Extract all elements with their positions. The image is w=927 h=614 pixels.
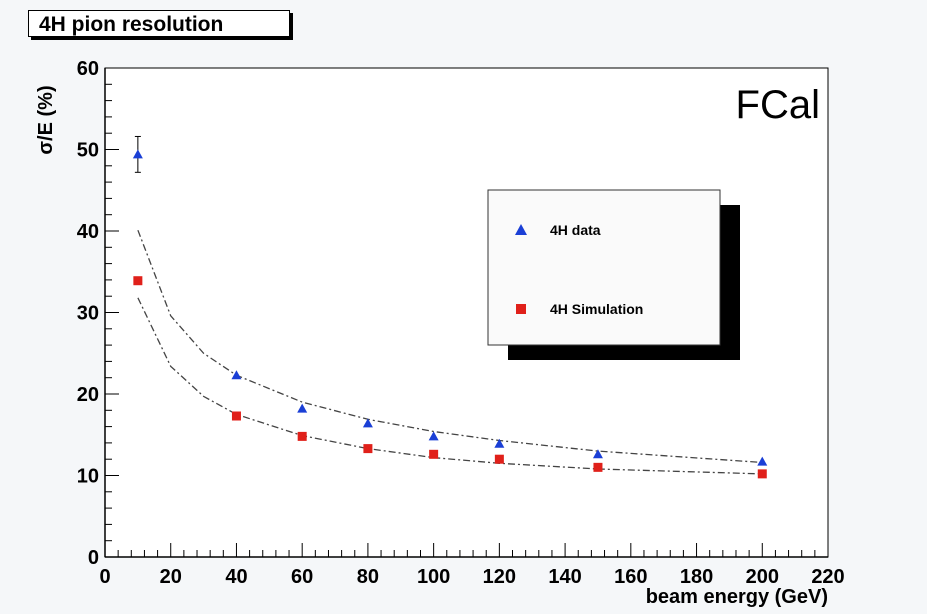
simulation-point-square: [494, 454, 504, 464]
fit-curve: [137, 229, 763, 464]
x-axis-title: beam energy (GeV): [646, 586, 828, 608]
chart-title-box: 4H pion resolution: [28, 10, 290, 37]
simulation-point-square: [757, 469, 767, 479]
data-point-triangle: [757, 456, 768, 466]
x-tick-label: 180: [680, 566, 713, 588]
legend: 4H data 4H Simulation: [487, 189, 740, 360]
x-tick-label: 40: [225, 566, 247, 588]
legend-square-marker: [516, 304, 526, 314]
x-tick-label: 100: [417, 566, 450, 588]
data-point-triangle: [362, 418, 373, 428]
simulation-point-square: [133, 276, 143, 286]
x-tick-label: 120: [483, 566, 516, 588]
x-tick-label: 20: [160, 566, 182, 588]
legend-box: [487, 189, 721, 346]
simulation-point-square: [297, 431, 307, 441]
y-tick-label: 30: [77, 303, 99, 325]
y-tick-label: 20: [77, 384, 99, 406]
axes: 0 20 40 60 80 100 120 140 160 180 200 220 0 10 20 30 40 5…: [77, 58, 845, 588]
detector-label: FCal: [736, 83, 820, 127]
chart-title: 4H pion resolution: [39, 13, 224, 36]
x-tick-label: 140: [548, 566, 581, 588]
data-point-triangle: [592, 449, 603, 459]
y-tick-label: 10: [77, 466, 99, 488]
x-tick-label: 220: [811, 566, 844, 588]
fit-curves: [137, 229, 763, 475]
x-tick-label: 60: [291, 566, 313, 588]
data-point-triangle: [132, 149, 143, 159]
legend-triangle-marker: [515, 224, 527, 235]
data-point-triangle: [297, 403, 308, 413]
y-axis-title: σ/E (%): [35, 85, 57, 154]
y-tick-label: 40: [77, 221, 99, 243]
simulation-point-square: [593, 462, 603, 472]
simulation-point-square: [363, 444, 373, 454]
x-tick-label: 80: [357, 566, 379, 588]
legend-label: 4H Simulation: [550, 301, 643, 317]
x-tick-label: 0: [99, 566, 110, 588]
data-points: [132, 135, 768, 479]
simulation-point-square: [231, 411, 241, 421]
x-tick-label: 160: [614, 566, 647, 588]
y-tick-label: 60: [77, 58, 99, 80]
y-tick-label: 50: [77, 140, 99, 162]
x-tick-label: 200: [746, 566, 779, 588]
data-point-triangle: [494, 438, 505, 448]
legend-label: 4H data: [550, 222, 601, 238]
simulation-point-square: [429, 449, 439, 459]
y-tick-label: 0: [88, 547, 99, 569]
data-point-triangle: [428, 431, 439, 441]
data-point-triangle: [231, 370, 242, 380]
fit-curve: [137, 297, 763, 475]
